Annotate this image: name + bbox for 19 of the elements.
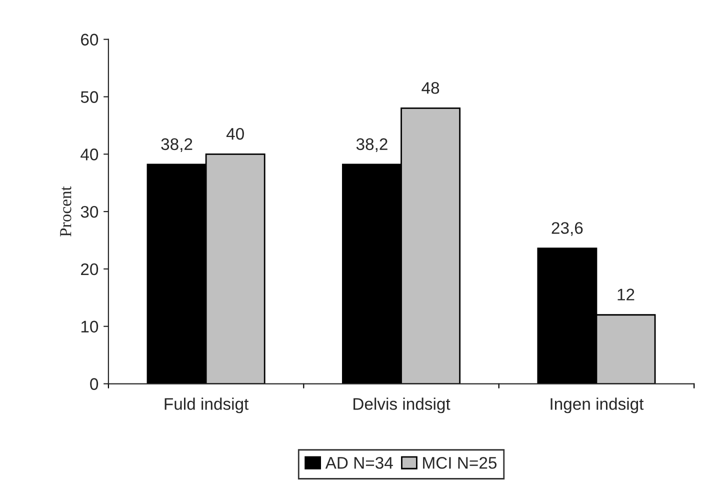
data-label: 23,6 <box>552 222 583 236</box>
data-label: 38,2 <box>161 138 192 152</box>
data-label: 48 <box>422 82 440 94</box>
x-tick-label: Delvis indsigt <box>354 398 450 414</box>
y-axis-title: Procent <box>60 186 72 237</box>
y-tick-label: 0 <box>90 378 98 390</box>
y-tick-label: 10 <box>81 320 98 333</box>
y-tick-label: 60 <box>81 34 98 46</box>
y-tick-label: 20 <box>81 263 98 276</box>
data-label: 40 <box>226 128 244 140</box>
data-label: 12 <box>618 288 634 300</box>
y-tick-label: 30 <box>80 206 98 218</box>
legend-label: MCI N=25 <box>423 456 497 469</box>
data-label: 38,2 <box>356 138 388 152</box>
legend-label: AD N=34 <box>325 456 393 469</box>
x-tick-label: Ingen indsigt <box>550 398 644 414</box>
x-tick-label: Fuld indsigt <box>164 398 249 414</box>
y-tick-label: 40 <box>80 148 98 160</box>
y-tick-label: 50 <box>80 91 98 103</box>
